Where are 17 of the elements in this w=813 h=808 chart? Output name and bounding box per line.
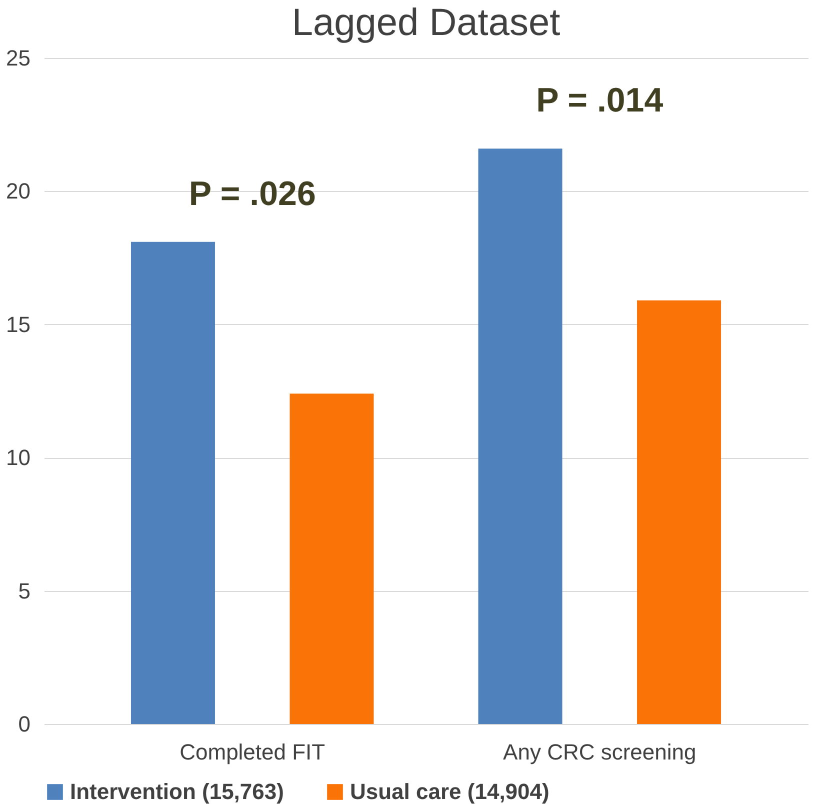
annotation: P = .026 xyxy=(188,174,316,213)
bar xyxy=(290,394,374,724)
legend-label: Usual care (14,904) xyxy=(350,779,550,804)
y-tick-label: 5 xyxy=(18,578,30,604)
annotation: P = .014 xyxy=(536,82,664,120)
chart-title: Lagged Dataset xyxy=(292,2,561,44)
y-tick-label: 20 xyxy=(6,178,30,204)
y-tick-label: 15 xyxy=(6,312,30,337)
y-tick-label: 0 xyxy=(18,712,30,736)
legend-label: Intervention (15,763) xyxy=(70,779,284,804)
bar xyxy=(130,242,215,724)
x-tick-label: Completed FIT xyxy=(180,740,326,764)
x-tick-label: Any CRC screening xyxy=(503,740,696,764)
y-tick-label: 10 xyxy=(6,445,30,470)
y-tick-label: 25 xyxy=(6,46,30,70)
bar xyxy=(478,148,562,724)
bar xyxy=(637,300,722,724)
